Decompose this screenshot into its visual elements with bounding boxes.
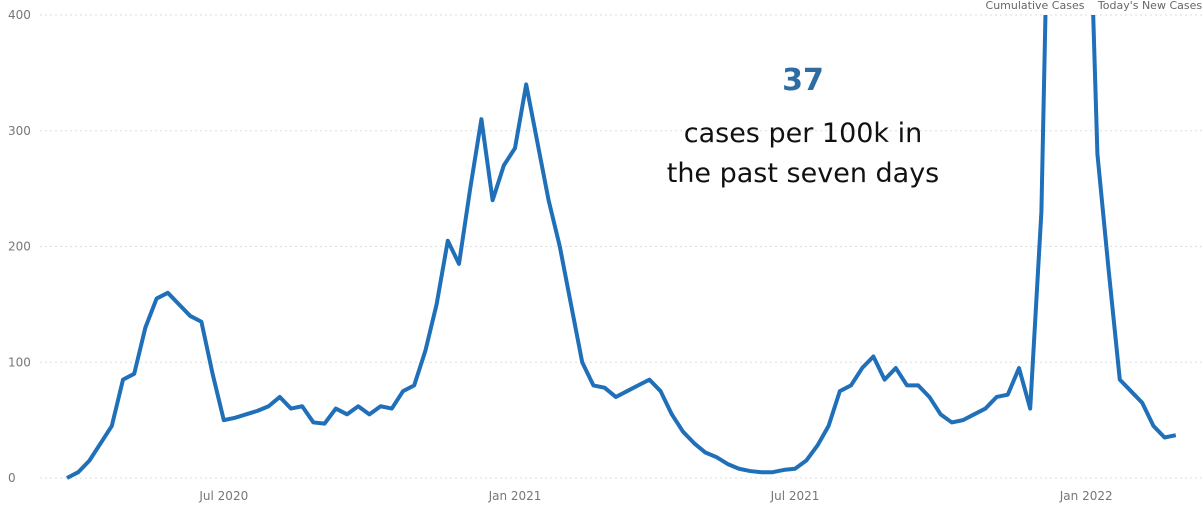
y-tick-label: 200: [8, 240, 31, 254]
tab[interactable]: Today's New Cases: [1097, 0, 1202, 12]
y-tick-label: 100: [8, 355, 31, 369]
x-tick-label: Jul 2020: [198, 489, 248, 503]
y-tick-label: 0: [8, 471, 16, 485]
annotation-text: cases per 100k in: [684, 118, 923, 149]
x-tick-label: Jul 2021: [770, 489, 820, 503]
x-tick-label: Jan 2022: [1059, 489, 1113, 503]
tab[interactable]: Cumulative Cases: [986, 0, 1085, 12]
grid: 0 100 200 300 400 Jul 2020 Jan 2021 Jul 2021 Jan…: [8, 8, 1203, 503]
annotation-text: the past seven days: [667, 158, 940, 189]
y-tick-label: 300: [8, 124, 31, 138]
x-tick-label: Jan 2021: [488, 489, 542, 503]
annotation-value: 37: [782, 63, 824, 98]
y-tick-label: 400: [8, 8, 31, 22]
plot-area: [66, 15, 1177, 480]
data-line: [66, 15, 1177, 480]
